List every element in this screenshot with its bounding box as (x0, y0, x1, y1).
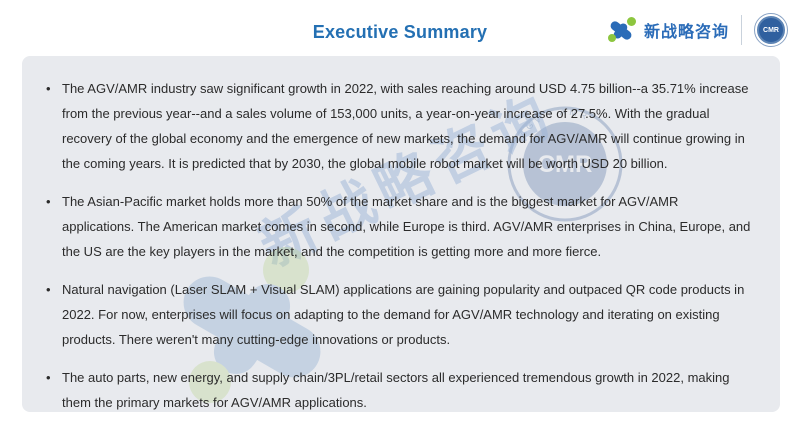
brand-logo: 新战略咨询 CMR (607, 10, 788, 50)
header: Executive Summary 新战略咨询 CMR (0, 0, 800, 55)
summary-bullet-4: • The auto parts, new energy, and supply … (46, 365, 752, 412)
cmr-badge-icon: CMR (754, 13, 788, 47)
bullet-dot-icon: • (46, 194, 51, 209)
brand-x-icon (607, 15, 636, 45)
page-title: Executive Summary (312, 22, 488, 42)
cmr-badge-text: CMR (757, 16, 785, 44)
summary-bullet-2: • The Asian-Pacific market holds more tha… (46, 189, 752, 264)
bullet-dot-icon: • (46, 282, 51, 297)
summary-bullet-1: • The AGV/AMR industry saw significant gr… (46, 76, 752, 176)
bullet-dot-icon: • (46, 370, 51, 385)
bullet-dot-icon: • (46, 81, 51, 96)
divider (741, 15, 742, 45)
brand-name: 新战略咨询 (643, 24, 729, 41)
summary-panel: AGV / AMR CMR 新战略咨询 • The AGV/AMR industr… (22, 56, 780, 412)
summary-bullet-3: • Natural navigation (Laser SLAM + Visual… (46, 277, 752, 352)
summary-list: • The AGV/AMR industry saw significant gr… (22, 56, 780, 412)
